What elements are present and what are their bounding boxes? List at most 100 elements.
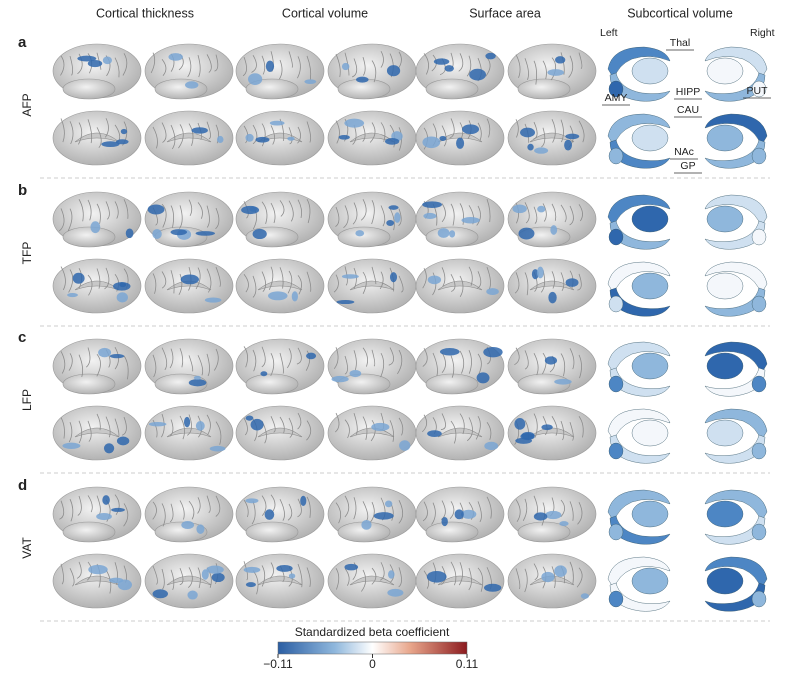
sulcus	[369, 501, 375, 523]
amygdala	[751, 80, 767, 98]
temporal-lobe	[245, 373, 299, 395]
temporal-lobe	[517, 373, 571, 395]
sulcus	[344, 266, 348, 286]
amygdala	[751, 442, 767, 460]
subcortical-structure	[607, 408, 671, 464]
sulcus	[371, 266, 377, 285]
sulcus	[362, 271, 367, 294]
sulcus	[468, 567, 472, 591]
sulcus	[533, 352, 539, 376]
sulcus	[422, 268, 427, 289]
sulcus	[466, 417, 473, 442]
brain-lateral	[235, 191, 325, 248]
sulcus	[187, 414, 192, 436]
effect-patch	[209, 445, 226, 452]
sulcus	[278, 59, 283, 80]
sulcus	[335, 412, 340, 433]
sulcus	[335, 53, 341, 78]
sulcus	[398, 417, 404, 436]
sulcus	[152, 419, 158, 438]
thalamus	[631, 124, 669, 152]
amygdala	[608, 80, 624, 98]
corpus-callosum	[257, 427, 303, 438]
sulcus	[306, 198, 311, 224]
effect-patch	[541, 424, 553, 431]
hippocampus	[609, 434, 671, 464]
sulcus	[96, 127, 102, 148]
sulcus	[371, 349, 376, 367]
brain-medial	[235, 258, 325, 314]
effect-patch	[483, 583, 502, 592]
sulcus	[560, 204, 567, 223]
effect-patch	[384, 500, 393, 508]
sulcus	[569, 205, 574, 226]
sulcus	[369, 122, 376, 143]
sulcus	[353, 267, 357, 290]
sulcus	[78, 420, 83, 444]
sulcus	[206, 414, 211, 436]
sulcus	[335, 120, 340, 144]
effect-patch	[441, 516, 448, 527]
effect-patch	[269, 120, 285, 126]
sulcus	[178, 273, 183, 295]
temporal-lobe	[245, 521, 299, 543]
sulcus	[441, 203, 446, 223]
sulcus	[287, 503, 293, 521]
sulcus	[297, 126, 301, 144]
sulcus	[169, 503, 174, 523]
effect-patch	[98, 347, 112, 358]
caudate	[704, 194, 768, 228]
effect-patch	[361, 519, 372, 530]
sulcus	[422, 501, 428, 522]
effect-patch	[111, 507, 125, 512]
sulcus	[87, 119, 93, 144]
amygdala	[608, 147, 624, 165]
thalamus	[706, 500, 744, 528]
hippocampus	[609, 582, 671, 612]
sulcus	[351, 58, 358, 78]
sulcus	[197, 122, 203, 140]
effect-patch	[462, 124, 480, 135]
sulcus	[179, 415, 185, 440]
sulcus	[287, 270, 293, 294]
effect-patch	[88, 564, 108, 575]
sulcus	[380, 122, 386, 142]
sulcus	[542, 203, 547, 222]
sulcus	[344, 568, 350, 586]
amygdala	[608, 375, 624, 393]
side-label: Right	[750, 27, 775, 39]
hippocampus	[609, 367, 671, 397]
caudate	[607, 341, 671, 375]
sulcus	[161, 347, 168, 371]
sulcus	[170, 270, 175, 294]
effect-patch	[336, 300, 355, 305]
sulcus	[105, 201, 110, 220]
effect-patch	[211, 572, 225, 583]
sulcus	[195, 267, 201, 290]
effect-patch	[338, 134, 350, 140]
subcortical-structure	[607, 489, 671, 545]
subcortical-structure	[607, 556, 671, 612]
subcortical-structure	[607, 194, 671, 250]
effect-patch	[113, 282, 131, 291]
sulcus	[86, 347, 91, 368]
hippocampus	[609, 72, 671, 102]
caudate	[607, 408, 671, 442]
sulcus	[242, 56, 247, 77]
sulcus	[550, 57, 557, 81]
effect-patch	[520, 127, 536, 138]
sulcus	[188, 123, 194, 146]
sulcus	[335, 568, 340, 590]
effect-patch	[486, 288, 499, 296]
sulcus	[486, 496, 492, 519]
sulcus	[379, 271, 384, 290]
effect-patch	[371, 422, 390, 432]
sulcus	[152, 501, 157, 520]
temporal-lobe	[425, 521, 479, 543]
sulcus	[380, 562, 385, 581]
effect-patch	[514, 418, 526, 430]
thalamus	[706, 567, 744, 595]
brain-medial	[235, 110, 325, 166]
sulcus	[252, 349, 257, 372]
effect-patch	[454, 509, 464, 520]
